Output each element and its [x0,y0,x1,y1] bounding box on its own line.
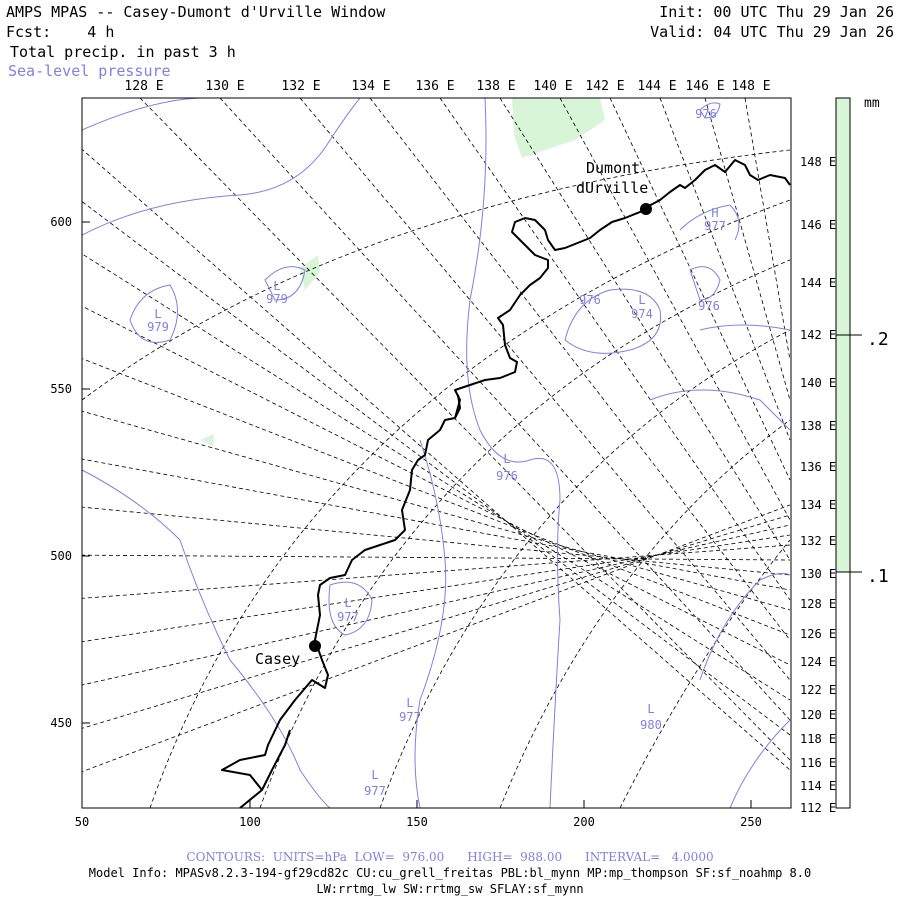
pressure-value: 977 [337,610,359,624]
pressure-letter: H [711,206,718,220]
colorbar-level: .2 [867,329,889,350]
dumont-label-line2: dUrville [576,179,648,197]
model-info-line2: LW:rrtmg_lw SW:rrtmg_sw SFLAY:sf_mynn [316,882,584,896]
casey-label: Casey [255,650,300,668]
pressure-letter: L [273,279,280,293]
colorbar-level: .1 [867,566,889,587]
forecast-label: Fcst: [6,23,52,41]
pressure-value: 977 [364,784,386,798]
graticule [82,98,791,808]
dumont-durville-station-marker [640,203,652,215]
valid-time: Valid: 04 UTC Thu 29 Jan 26 [650,23,894,41]
pressure-value: 977 [704,219,726,233]
lon-label: 138 E [476,79,515,94]
lon-label: 144 E [800,276,836,290]
lon-label: 130 E [205,79,244,94]
field-name: Total precip. in past 3 h [10,43,236,61]
bottom-grid-labels: 50 100 150 200 250 [75,815,762,829]
contour-info: CONTOURS: UNITS=hPa LOW= 976.00 HIGH= 98… [186,850,714,864]
pressure-letter: L [344,596,351,610]
lon-label: 140 E [800,376,836,390]
lon-label: 130 E [800,567,836,581]
left-ticks [81,221,752,808]
pressure-value: 976 [579,293,601,307]
overlay-name: Sea-level pressure [8,62,171,80]
pressure-letter: L [371,768,378,782]
grid-label: 200 [573,815,595,829]
lon-label: 140 E [533,79,572,94]
colorbar: mm .2 .1 [835,96,889,809]
init-time: Init: 00 UTC Thu 29 Jan 26 [659,3,894,21]
pressure-letter: L [154,307,161,321]
pressure-value: 976 [496,469,518,483]
lon-label: 144 E [637,79,676,94]
pressure-value: 977 [399,710,421,724]
dumont-label-line1: Dumont [586,159,640,177]
top-lon-labels: 128 E 130 E 132 E 134 E 136 E 138 E 140 … [124,79,770,94]
grid-label: 50 [75,815,89,829]
pressure-letter: L [406,696,413,710]
map-title: AMPS MPAS -- Casey-Dumont d'Urville Wind… [6,3,386,21]
lon-label: 146 E [800,218,836,232]
pressure-value: 976 [695,107,717,121]
lon-label: 124 E [800,655,836,669]
lon-label: 134 E [800,498,836,512]
forecast-hour: Fcst: 4 h [6,24,114,41]
pressure-letter: L [647,702,654,716]
lon-label: 138 E [800,419,836,433]
casey-station-marker [309,640,321,652]
pressure-value: 979 [266,292,288,306]
lon-label: 116 E [800,756,836,770]
grid-label: 100 [239,815,261,829]
grid-label: 150 [406,815,428,829]
grid-label: 600 [50,215,72,229]
lon-label: 148 E [731,79,770,94]
lon-label: 148 E [800,155,836,169]
pressure-letter: L [503,452,510,466]
lon-label: 128 E [124,79,163,94]
lon-label: 146 E [685,79,724,94]
grid-label: 450 [50,716,72,730]
slp-contours [82,98,791,808]
lon-label: 132 E [800,534,836,548]
lon-label: 134 E [351,79,390,94]
colorbar-empty-segment [835,571,851,809]
lon-label: 126 E [800,627,836,641]
lon-label: 112 E [800,801,836,815]
lon-label: 128 E [800,597,836,611]
pressure-letter: L [638,293,645,307]
lon-label: 120 E [800,708,836,722]
model-info: Model Info: MPASv8.2.3-194-gf29cd82c CU:… [88,866,812,880]
pressure-value: 979 [147,320,169,334]
lon-label: 122 E [800,683,836,697]
pressure-value: 976 [698,299,720,313]
lon-label: 118 E [800,732,836,746]
pressure-value: 974 [631,307,653,321]
grid-label: 550 [50,382,72,396]
lon-label: 136 E [800,460,836,474]
coastline [221,159,791,808]
pressure-value: 980 [640,718,662,732]
map-frame [81,97,792,809]
grid-label: 250 [740,815,762,829]
colorbar-unit: mm [864,96,880,111]
precip-shading [200,98,605,446]
lon-label: 114 E [800,779,836,793]
right-lon-labels: 148 E 146 E 144 E 142 E 140 E 138 E 136 … [800,155,836,815]
lon-label: 142 E [585,79,624,94]
lon-label: 142 E [800,328,836,342]
left-grid-labels: 600 550 500 450 [50,215,72,730]
grid-label: 500 [50,549,72,563]
forecast-value: 4 h [87,23,115,41]
lon-label: 132 E [281,79,320,94]
pressure-labels: L 979 L 979 976 H 977 976 L 974 976 L 97… [147,107,726,798]
lon-label: 136 E [415,79,454,94]
